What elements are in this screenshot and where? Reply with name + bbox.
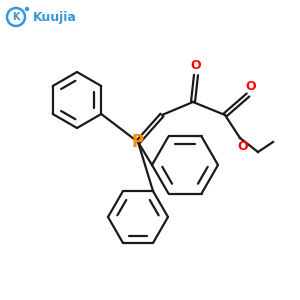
Text: K: K: [12, 12, 20, 22]
Circle shape: [26, 8, 29, 10]
Text: P: P: [132, 133, 144, 151]
Text: Kuujia: Kuujia: [33, 11, 77, 23]
Text: O: O: [238, 140, 248, 153]
Text: O: O: [246, 80, 256, 93]
Text: O: O: [191, 59, 201, 72]
